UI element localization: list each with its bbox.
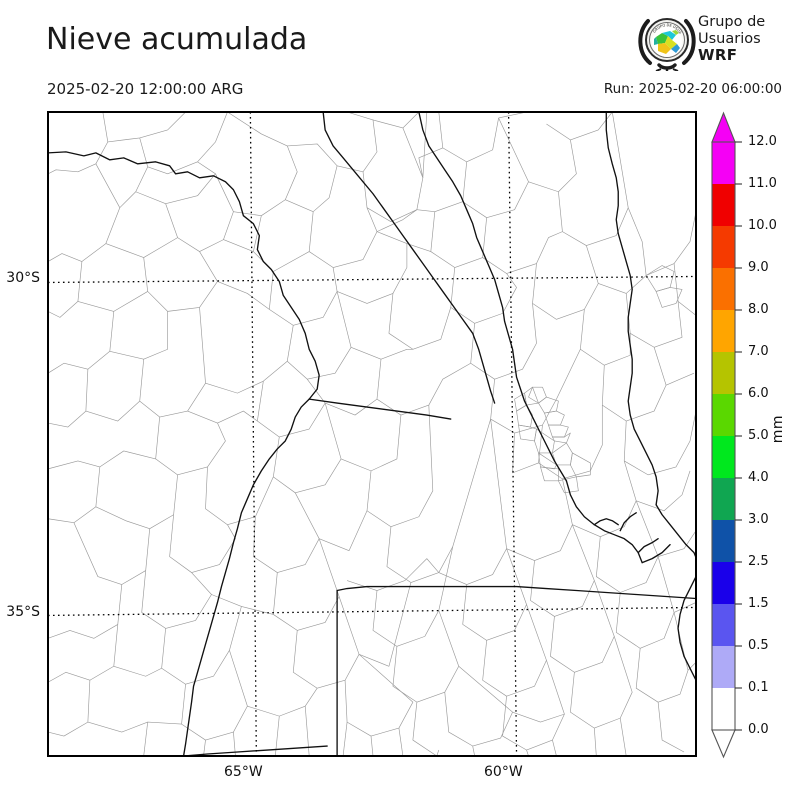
valid-time-label: 2025-02-20 12:00:00 ARG bbox=[47, 80, 244, 98]
wrf-user-group-logo: GRUPO DE USUARIOS WRF Grupo de Usuar bbox=[636, 10, 798, 75]
logo-line-2: Usuarios bbox=[698, 30, 761, 47]
colorbar-tick-0p1: 0.1 bbox=[748, 680, 769, 695]
colorbar bbox=[706, 108, 746, 760]
colorbar-unit-label: mm bbox=[770, 415, 786, 444]
logo-line-1: Grupo de bbox=[698, 14, 766, 30]
colorbar-tick-0p0: 0.0 bbox=[748, 722, 769, 737]
colorbar-tick-6: 6.0 bbox=[748, 386, 769, 401]
lon-label-60w: 60°W bbox=[484, 764, 523, 780]
page-title: Nieve acumulada bbox=[46, 22, 308, 57]
colorbar-tick-1p5: 1.5 bbox=[748, 596, 769, 611]
colorbar-tick-9: 9.0 bbox=[748, 260, 769, 275]
colorbar-tick-7: 7.0 bbox=[748, 344, 769, 359]
lat-label-35s: 35°S bbox=[6, 604, 40, 620]
wrf-globe-seal-icon: GRUPO DE USUARIOS WRF bbox=[636, 10, 696, 72]
map-canvas[interactable] bbox=[47, 111, 697, 757]
colorbar-tick-10: 10.0 bbox=[748, 218, 777, 233]
colorbar-tick-2p5: 2.5 bbox=[748, 554, 769, 569]
colorbar-tick-4: 4.0 bbox=[748, 470, 769, 485]
logo-text: Grupo de Usuarios WRF bbox=[698, 14, 765, 64]
colorbar-tick-3: 3.0 bbox=[748, 512, 769, 527]
run-time-label: Run: 2025-02-20 06:00:00 bbox=[603, 81, 782, 97]
lat-label-30s: 30°S bbox=[6, 270, 40, 286]
colorbar-tick-12: 12.0 bbox=[748, 134, 777, 149]
colorbar-tick-11: 11.0 bbox=[748, 176, 777, 191]
colorbar-tick-0p5: 0.5 bbox=[748, 638, 769, 653]
colorbar-tick-8: 8.0 bbox=[748, 302, 769, 317]
lon-label-65w: 65°W bbox=[224, 764, 263, 780]
colorbar-tick-5: 5.0 bbox=[748, 428, 769, 443]
logo-line-3: WRF bbox=[698, 46, 738, 64]
colorbar-segments bbox=[712, 142, 735, 730]
